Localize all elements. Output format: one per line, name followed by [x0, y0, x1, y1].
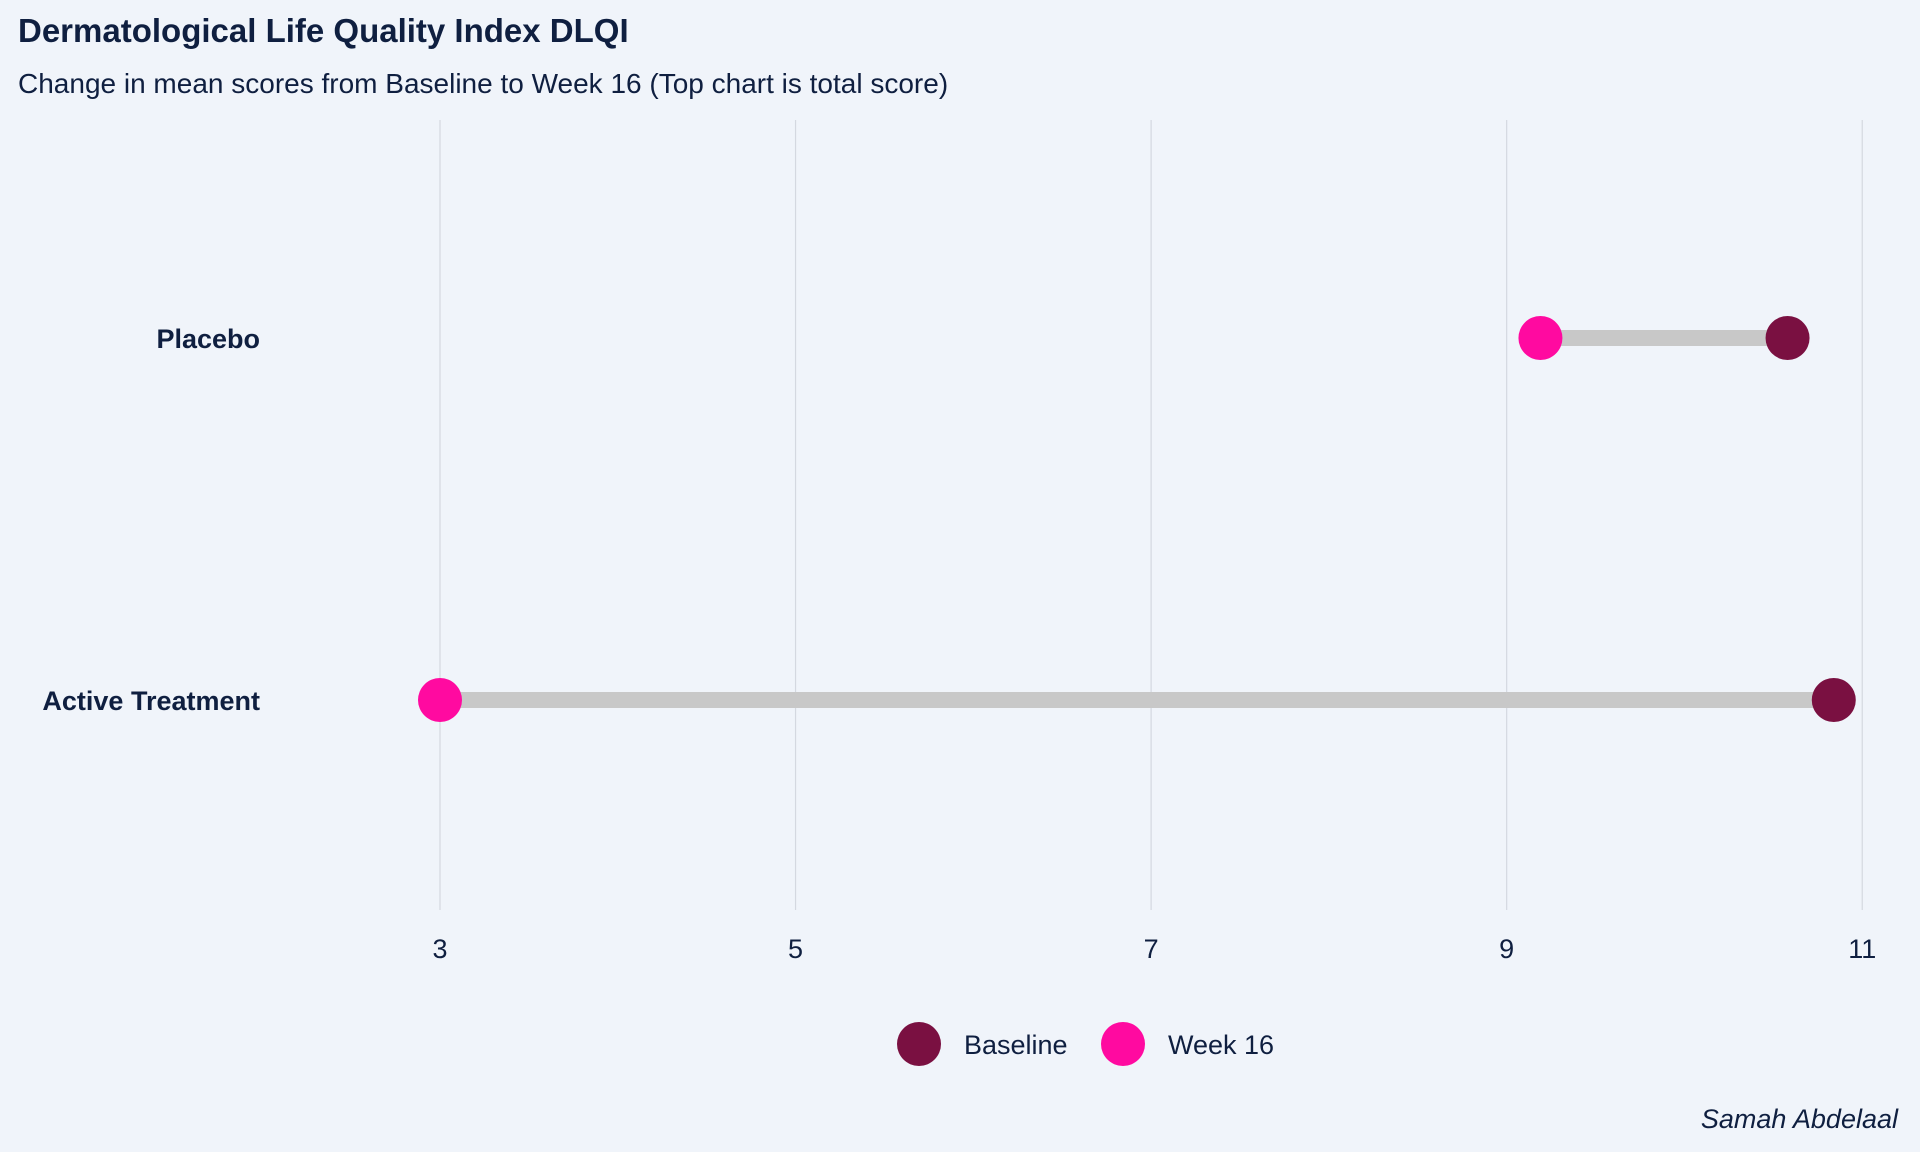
x-axis-ticks: 3 5 7 9 11 [432, 934, 1876, 964]
category-label: Active Treatment [42, 686, 260, 716]
grid-lines [439, 120, 1863, 910]
legend-label: Week 16 [1168, 1030, 1274, 1060]
x-tick-label: 5 [788, 934, 803, 964]
x-tick-label: 7 [1144, 934, 1159, 964]
data-point-week-16 [418, 678, 462, 722]
category-labels: Placebo Active Treatment [42, 324, 260, 716]
data-points [418, 316, 1856, 722]
data-point-week-16 [1518, 316, 1563, 360]
data-point-baseline [1811, 678, 1856, 722]
caption: Samah Abdelaal [1700, 1104, 1898, 1134]
chart-subtitle: Change in mean scores from Baseline to W… [18, 68, 949, 99]
legend: Baseline Week 16 [897, 1022, 1274, 1066]
legend-swatch [897, 1022, 941, 1066]
legend-label: Baseline [964, 1030, 1068, 1060]
chart-title: Dermatological Life Quality Index DLQI [18, 12, 629, 49]
data-point-baseline [1765, 316, 1810, 360]
connectors [440, 330, 1834, 708]
x-tick-label: 3 [432, 934, 447, 964]
category-label: Placebo [156, 324, 260, 354]
legend-swatch [1101, 1022, 1145, 1066]
x-tick-label: 11 [1848, 934, 1876, 964]
x-tick-label: 9 [1499, 934, 1514, 964]
